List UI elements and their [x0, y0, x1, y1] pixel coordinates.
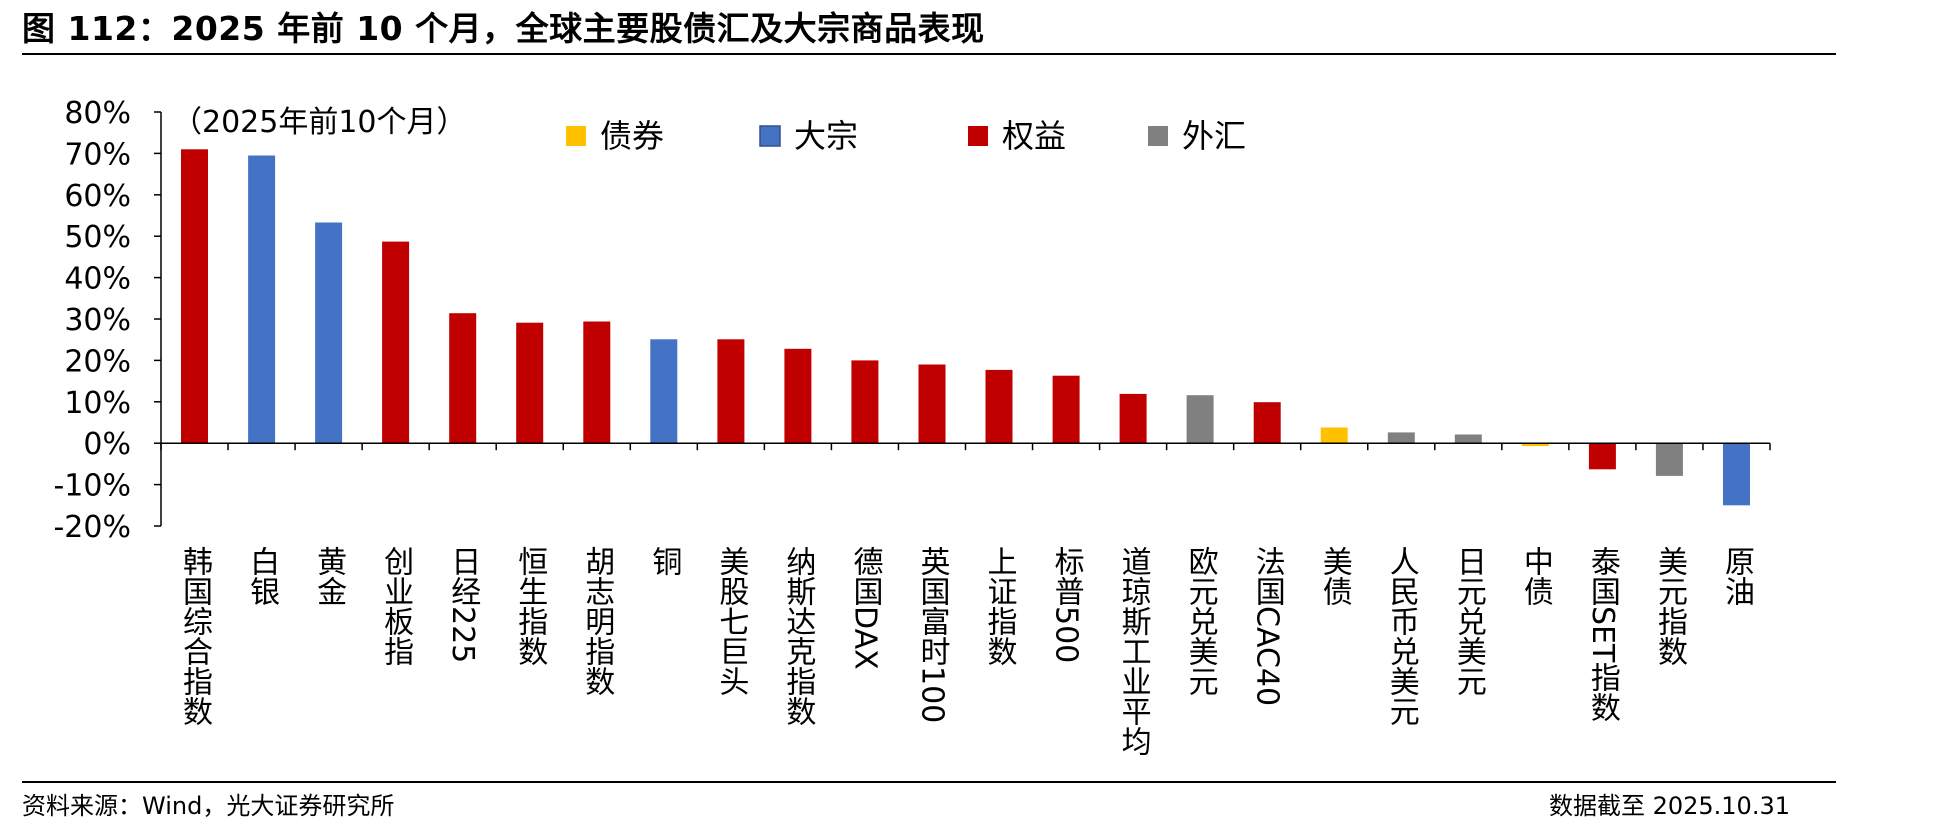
x-axis-labels: 韩国综合指数 白银 黄金 创业板指 日经225 恒生指数 胡志明指数 铜 美股七巨头 纳斯达克指数…: [177, 546, 1754, 756]
bar: [851, 360, 879, 444]
x-tick-label: 恒生指数: [512, 546, 548, 666]
y-tick-label: 70%: [64, 137, 131, 172]
x-tick-label: 美元指数: [1652, 546, 1688, 666]
x-tick-label: 创业板指: [378, 546, 414, 666]
x-tick-label: 黄金: [311, 546, 347, 606]
bar: [516, 322, 544, 444]
bar: [784, 348, 812, 444]
legend-swatch: [1148, 126, 1168, 146]
y-tick-label: 40%: [64, 262, 131, 297]
x-tick-label: 欧元兑美元: [1183, 546, 1218, 696]
legend-swatch: [968, 126, 988, 146]
x-tick-label: 标普500: [1049, 546, 1085, 663]
x-tick-label: 胡志明指数: [579, 546, 615, 696]
x-tick-label: 原油: [1719, 546, 1754, 606]
x-tick-label: 美债: [1317, 546, 1352, 606]
y-tick-label: 0%: [83, 427, 131, 462]
legend: 债券 大宗 权益 外汇: [566, 117, 1246, 155]
chart-note: （2025年前10个月）: [172, 105, 467, 140]
bar: [1387, 432, 1415, 444]
bar: [650, 339, 678, 444]
x-tick-label: 白银: [244, 546, 279, 606]
bar: [248, 155, 276, 444]
y-tick-label: 50%: [64, 220, 131, 255]
x-tick-label: 英国富时100: [914, 546, 949, 723]
bar: [449, 313, 477, 444]
bar: [1723, 443, 1750, 506]
legend-swatch: [566, 126, 586, 146]
legend-label: 大宗: [794, 117, 858, 155]
source-note: 资料来源：Wind，光大证券研究所: [22, 792, 395, 820]
x-tick-label: 纳斯达克指数: [780, 546, 816, 726]
bar: [1655, 443, 1683, 476]
x-tick-label: 德国DAX: [847, 546, 883, 670]
y-tick-label: 60%: [64, 179, 131, 214]
bar: [1186, 395, 1214, 444]
legend-swatch: [759, 125, 781, 147]
bar: [1253, 402, 1281, 444]
date-note: 数据截至 2025.10.31: [1548, 792, 1790, 820]
bar: [315, 222, 343, 444]
x-tick-label: 道琼斯工业平均: [1116, 546, 1151, 756]
footer-rule: [22, 781, 1836, 783]
y-tick-label: 30%: [64, 303, 131, 338]
x-tick-label: 铜: [646, 546, 682, 576]
legend-label: 权益: [1002, 117, 1066, 155]
y-tick-label: -20%: [53, 510, 131, 545]
x-tick-label: 中债: [1518, 546, 1553, 606]
bar: [1521, 443, 1549, 447]
bar: [918, 364, 946, 444]
bars: [181, 149, 1750, 506]
x-tick-label: 日元兑美元: [1451, 546, 1486, 696]
bar: [1320, 427, 1348, 444]
bar: [1119, 393, 1147, 444]
figure-title: 图 112：2025 年前 10 个月，全球主要股债汇及大宗商品表现: [22, 9, 985, 48]
bar: [985, 369, 1013, 444]
y-tick-label: 20%: [64, 344, 131, 379]
x-tick-label: 法国CAC40: [1250, 546, 1285, 706]
x-tick-label: 上证指数: [982, 546, 1018, 666]
y-tick-label: 80%: [64, 96, 131, 131]
bar: [181, 149, 208, 444]
bar: [1454, 434, 1482, 444]
title-rule: [22, 53, 1836, 55]
bar: [583, 321, 611, 444]
x-tick-label: 泰国SET指数: [1585, 546, 1621, 723]
bar: [1588, 443, 1616, 470]
bar: [382, 241, 410, 444]
x-tick-label: 美股七巨头: [713, 546, 748, 696]
x-axis: [160, 442, 1771, 451]
y-tick-label: 10%: [64, 386, 131, 421]
x-tick-label: 韩国综合指数: [177, 546, 213, 726]
x-tick-label: 人民币兑美元: [1384, 546, 1419, 726]
y-axis: 80% 70% 60% 50% 40% 30% 20% 10% 0% -10% -20%: [53, 96, 162, 545]
x-tick-label: 日经225: [445, 546, 481, 663]
bar: [1052, 375, 1080, 444]
y-tick-label: -10%: [53, 469, 131, 504]
legend-label: 债券: [600, 117, 664, 155]
legend-label: 外汇: [1182, 117, 1246, 155]
bar: [717, 339, 745, 444]
